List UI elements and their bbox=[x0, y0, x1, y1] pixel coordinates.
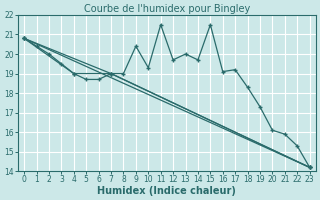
X-axis label: Humidex (Indice chaleur): Humidex (Indice chaleur) bbox=[98, 186, 236, 196]
Title: Courbe de l'humidex pour Bingley: Courbe de l'humidex pour Bingley bbox=[84, 4, 250, 14]
